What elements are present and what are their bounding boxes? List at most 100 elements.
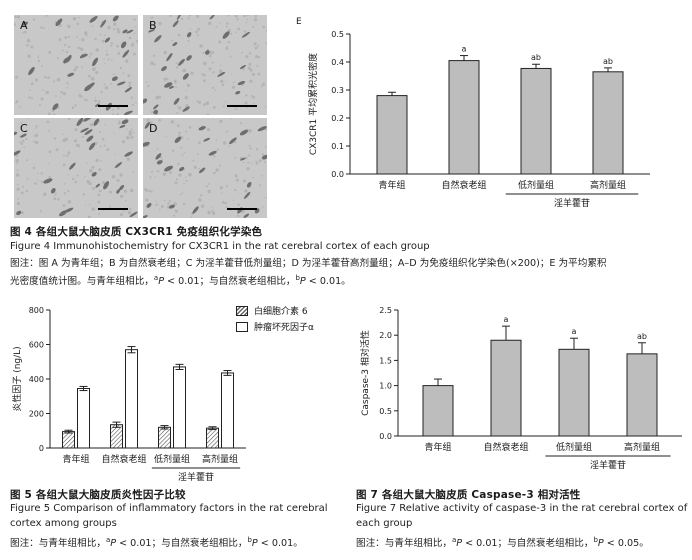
y-tick-label: 600 [29,341,44,350]
tissue-speckle [42,89,44,91]
tissue-speckle [43,192,47,196]
tissue-speckle [47,76,50,79]
tissue-speckle [122,210,125,213]
tissue-speckle [101,181,106,185]
tissue-background [14,15,138,115]
stained-cell [69,162,76,170]
figure7-title-en-2: each group [356,518,413,529]
stained-cell [88,142,96,151]
tissue-speckle [92,67,96,71]
tissue-speckle [125,59,129,63]
tissue-speckle [227,40,230,44]
tissue-speckle [104,62,106,65]
tissue-speckle [44,76,47,79]
tissue-speckle [37,56,40,58]
tissue-speckle [187,39,190,42]
stained-cell [173,97,180,105]
tissue-speckle [99,33,102,36]
tissue-speckle [208,54,212,58]
tissue-speckle [263,196,265,199]
note-text: 图注：与青年组相比， [356,538,452,550]
tissue-speckle [220,79,224,84]
tissue-speckle [163,199,166,202]
tissue-speckle [62,163,66,167]
tissue-speckle [209,50,212,53]
tissue-speckle [171,39,174,42]
tissue-speckle [185,89,188,92]
micrograph-image [14,118,138,218]
tissue-speckle [40,172,43,175]
tissue-speckle [173,214,176,217]
tissue-speckle [113,22,117,26]
tissue-speckle [122,71,125,74]
tissue-speckle [193,165,197,169]
stained-cell [186,55,192,61]
stained-cell [209,15,215,20]
tissue-speckle [241,83,244,87]
y-tick-label: 0.1 [331,142,344,151]
stained-cell [76,118,84,127]
tissue-speckle [126,157,131,161]
tissue-speckle [30,97,34,100]
tissue-speckle [202,74,204,77]
significance-label: ab [637,332,647,341]
significance-label: a [462,45,467,54]
figure7-note: 图注：与青年组相比，aP < 0.01；与自然衰老组相比，bP < 0.05。 [356,533,649,551]
bar [77,387,90,449]
tissue-speckle [265,145,267,148]
tissue-speckle [94,99,98,103]
tissue-speckle [188,15,192,17]
tissue-speckle [219,186,223,190]
stained-cell [166,53,173,62]
tissue-speckle [255,161,259,165]
tissue-speckle [64,43,67,47]
x-tick-label: 低剂量组 [556,441,592,453]
tissue-speckle [40,97,44,101]
tissue-speckle [213,155,216,158]
tissue-speckle [155,96,159,100]
tissue-speckle [128,84,131,88]
tissue-speckle [156,148,159,150]
tissue-speckle [212,106,216,109]
tissue-speckle [237,203,240,206]
tissue-speckle [64,217,67,218]
tissue-speckle [255,55,259,59]
group-label: 淫羊藿苷 [590,459,626,471]
stained-cell [198,167,206,174]
note-text: 图注：与青年组相比， [10,538,106,550]
tissue-speckle [109,190,113,194]
tissue-speckle [130,135,134,139]
tissue-speckle [32,18,36,21]
tissue-speckle [17,197,20,200]
stained-cell [67,72,75,77]
tissue-speckle [249,79,253,83]
figure4-title: 图 4 各组大鼠大脑皮质 CX3CR1 免疫组织化学染色 [10,226,263,238]
tissue-speckle [106,148,110,152]
tissue-speckle [100,159,102,162]
stained-cell [146,203,152,208]
tissue-speckle [213,171,216,175]
tissue-speckle [130,96,134,99]
tissue-speckle [15,173,20,177]
note-p: P [597,538,604,550]
tissue-speckle [116,27,120,31]
tissue-speckle [218,69,223,73]
stained-cell [243,213,250,218]
tissue-speckle [65,50,69,54]
tissue-speckle [127,74,131,78]
tissue-speckle [198,198,202,202]
tissue-speckle [201,204,205,208]
tissue-speckle [196,100,199,103]
tissue-speckle [55,148,59,152]
tissue-speckle [215,139,218,141]
tissue-speckle [176,105,178,107]
tissue-speckle [131,128,133,131]
tissue-speckle [91,207,95,211]
tissue-speckle [62,92,66,96]
tissue-speckle [34,182,37,185]
tissue-speckle [110,42,113,44]
y-tick-label: 0.0 [379,432,392,441]
tissue-speckle [23,30,27,34]
y-tick-label: 0.5 [331,30,344,39]
tissue-speckle [121,140,126,144]
